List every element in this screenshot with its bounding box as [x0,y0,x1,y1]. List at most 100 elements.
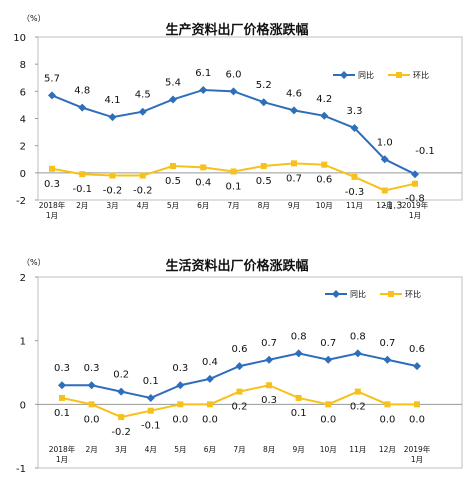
chart-title: 生活资料出厂价格涨跌幅 [165,258,308,274]
x-tick-label: 2月 [76,201,88,210]
data-label-mom: 0.5 [256,176,272,187]
x-tick-label: 6月 [197,201,209,210]
data-point-mom [170,163,176,170]
data-label-yoy: 0.7 [261,338,277,349]
x-tick-label: 10月 [316,201,333,210]
data-label-yoy: 0.3 [84,363,100,374]
data-label-mom: 0.6 [316,175,332,186]
data-label-yoy: 3.3 [347,106,363,117]
producer-goods-chart: 生产资料出厂价格涨跌幅 （%） -2 0 2 4 6 8 10 2018年 1月 2月 3月 4月 5月… [13,14,463,220]
data-label-yoy: 0.2 [113,370,129,381]
data-label-yoy: 5.4 [165,77,181,88]
data-point-yoy [87,381,96,390]
x-tick-label: 4月 [137,201,149,210]
data-point-yoy [350,124,359,133]
data-label-mom: -1.3 [383,200,403,211]
data-label-yoy: 6.1 [195,68,211,79]
data-label-mom: -0.8 [405,194,425,205]
data-label-yoy: 4.8 [74,86,90,97]
data-point-yoy [169,95,177,104]
data-point-yoy [138,107,147,116]
data-point-mom [59,394,65,401]
x-tick-label: 3月 [106,201,118,210]
chart-title: 生产资料出厂价格涨跌幅 [165,22,308,38]
x-tick-label: 10月 [320,445,337,454]
data-point-mom [206,401,213,408]
data-point-mom [381,187,388,194]
y-tick-label: 0 [20,169,26,180]
data-label-yoy: 0.7 [320,338,336,349]
data-point-mom [351,173,358,180]
data-point-yoy [383,355,392,364]
data-point-mom [291,160,297,167]
data-label-mom: 0.0 [84,414,100,425]
data-label-mom: 0.2 [350,402,366,413]
data-point-yoy [117,387,126,396]
x-tick-label: 11月 [346,201,363,210]
data-label-mom: 0.0 [202,414,218,425]
data-point-yoy [146,393,155,402]
data-label-mom: -0.2 [111,427,131,438]
legend-label-yoy: 同比 [358,70,374,80]
data-label-yoy: 4.2 [316,94,332,105]
chart-panel-producer-goods: 生产资料出厂价格涨跌幅 （%） -2 0 2 4 6 8 10 2018年 1月 2月 3月 4月 5月… [13,14,463,220]
data-point-mom [109,172,116,179]
data-point-mom [412,180,418,187]
y-tick-label: 6 [20,87,26,98]
x-tick-label: 2018年 1月 [49,444,76,464]
data-point-mom [384,401,391,408]
data-label-mom: 0.5 [165,176,181,187]
data-label-yoy: 0.8 [291,331,307,342]
data-point-mom [325,401,332,408]
plot-frame [37,276,463,469]
data-point-yoy [353,349,362,358]
data-label-yoy: 0.6 [232,344,248,355]
chart-panel-consumer-goods: 生活资料出厂价格涨跌幅 （%） -1 0 1 2 2018年 1月 2月 3月 4月 5月 6月 7月… [0,242,474,484]
data-label-mom: 0.1 [54,408,70,419]
data-point-mom [200,164,207,171]
data-label-mom: -0.2 [133,186,153,197]
data-label-yoy: 0.3 [54,363,70,374]
x-tick-label: 5月 [174,445,186,454]
data-point-mom [177,401,184,408]
data-label-mom: -0.3 [345,187,365,198]
data-point-mom [354,388,361,395]
y-unit-label: （%） [22,14,46,23]
y-tick-label: 10 [13,33,26,44]
data-label-yoy: 0.8 [350,331,366,342]
legend-marker-mom [388,291,394,297]
y-tick-label: 2 [20,273,26,284]
legend-marker-yoy [332,290,340,298]
y-tick-label: 4 [20,115,26,126]
data-point-mom [266,382,273,389]
x-tick-label: 12月 [376,201,393,210]
data-point-yoy [176,381,185,390]
consumer-goods-chart: 生活资料出厂价格涨跌幅 （%） -1 0 1 2 2018年 1月 2月 3月 4月 5月 6月 7月… [16,258,463,475]
legend-label-mom: 环比 [405,289,421,299]
x-tick-label: 2018年 1月 [39,200,66,220]
data-point-mom [49,165,55,172]
data-point-mom [79,171,86,178]
data-label-mom: 0.0 [320,414,336,425]
data-point-yoy [48,91,56,100]
x-tick-label: 9月 [288,201,300,210]
x-tick-label: 4月 [145,445,157,454]
y-tick-label: 8 [20,60,26,71]
legend-marker-yoy [340,71,348,79]
data-label-mom: -0.2 [103,186,123,197]
data-point-mom [321,161,328,168]
x-tick-label: 5月 [167,201,179,210]
x-tick-label: 2月 [85,445,97,454]
data-label-yoy: 0.4 [202,357,218,368]
y-unit-label: （%） [22,258,46,267]
data-point-yoy [265,355,274,364]
data-point-yoy [58,381,66,390]
data-label-yoy: 4.1 [105,95,121,106]
x-tick-label: 7月 [227,201,239,210]
data-label-mom: 0.3 [44,179,60,190]
x-tick-label: 8月 [258,201,270,210]
data-point-yoy [229,87,238,96]
data-point-mom [118,414,125,421]
data-label-mom: 0.1 [291,408,307,419]
data-point-mom [260,163,267,170]
